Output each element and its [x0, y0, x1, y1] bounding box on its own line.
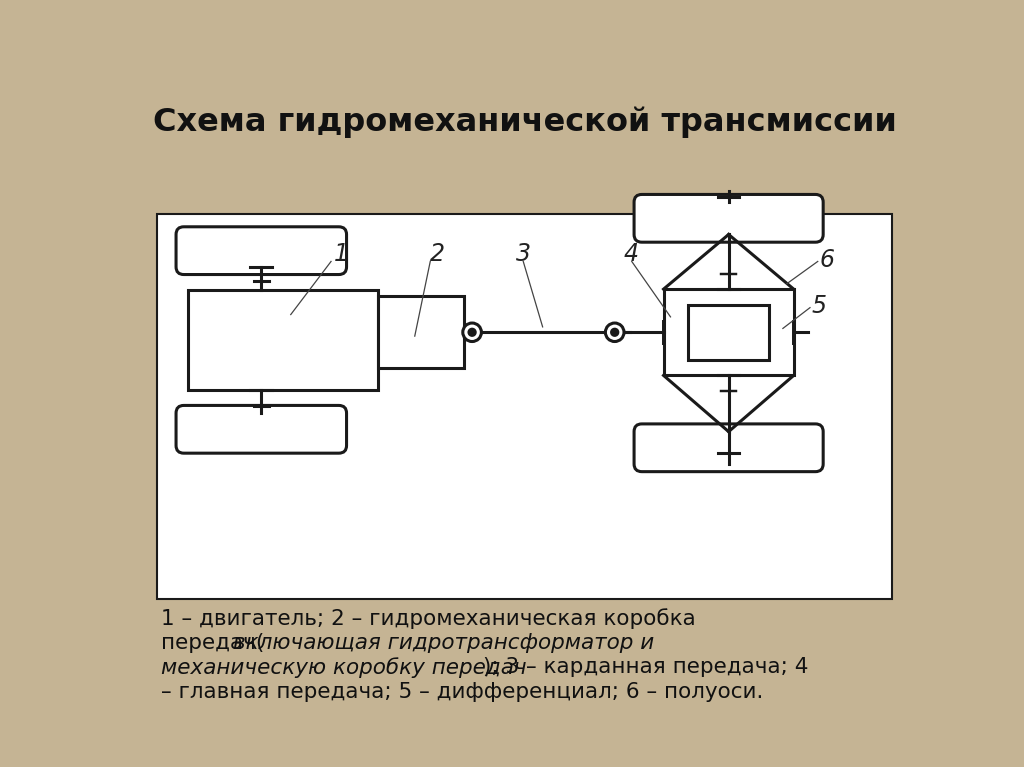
Bar — [188, 290, 378, 390]
Text: 1: 1 — [334, 242, 348, 265]
Text: 5: 5 — [812, 294, 826, 318]
Text: включающая гидротрансформатор и: включающая гидротрансформатор и — [233, 633, 654, 653]
Text: передач(: передач( — [161, 633, 264, 653]
Bar — [378, 296, 464, 368]
Circle shape — [469, 329, 475, 335]
Text: 6: 6 — [819, 248, 835, 272]
Bar — [158, 215, 892, 600]
FancyBboxPatch shape — [634, 424, 823, 472]
FancyBboxPatch shape — [176, 227, 346, 275]
Text: 1 – двигатель; 2 – гидромеханическая коробка: 1 – двигатель; 2 – гидромеханическая кор… — [161, 608, 695, 629]
Text: Схема гидромеханической трансмиссии: Схема гидромеханической трансмиссии — [153, 107, 897, 138]
FancyBboxPatch shape — [634, 195, 823, 242]
Text: 3: 3 — [515, 242, 530, 265]
Text: 4: 4 — [624, 242, 639, 265]
Bar — [664, 289, 794, 375]
Text: ); 3 – карданная передача; 4: ); 3 – карданная передача; 4 — [483, 657, 809, 677]
FancyBboxPatch shape — [176, 406, 346, 453]
Text: – главная передача; 5 – дифференциал; 6 – полуоси.: – главная передача; 5 – дифференциал; 6 … — [161, 682, 763, 702]
Circle shape — [463, 323, 481, 341]
Text: 2: 2 — [430, 242, 445, 265]
Circle shape — [611, 329, 617, 335]
Bar — [688, 304, 769, 360]
Text: механическую коробку передач: механическую коробку передач — [161, 657, 526, 678]
Circle shape — [605, 323, 624, 341]
